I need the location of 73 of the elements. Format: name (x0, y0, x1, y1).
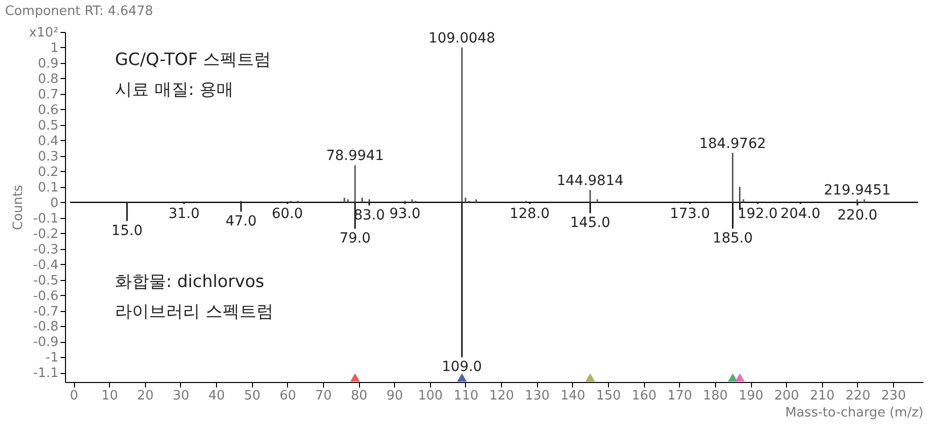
y-tick-label: x10² (29, 26, 58, 40)
x-tick-label: 210 (810, 388, 835, 404)
annotation: 109.0 (442, 359, 482, 376)
annotation: 173.0 (670, 206, 710, 222)
y-tick-label: -0.8 (33, 320, 58, 335)
annotation: 145.0 (570, 215, 610, 232)
annotation: 31.0 (168, 206, 200, 222)
y-tick-label: -0.5 (33, 273, 58, 288)
y-tick-label: 0.1 (38, 180, 58, 196)
y-tick-label: -1 (46, 350, 58, 366)
x-tick-label: 220 (846, 388, 870, 404)
y-tick-label: -0.1 (33, 211, 58, 226)
y-tick-label: 0.8 (38, 72, 58, 87)
x-tick-label: 230 (881, 388, 906, 404)
y-axis-title: Counts (11, 184, 26, 230)
annotation: 화합물: dichlorvos (115, 272, 264, 292)
annotation: 192.0 (738, 206, 778, 222)
annotation: 시료 매질: 용매 (115, 80, 234, 100)
x-tick-label: 170 (667, 388, 692, 404)
x-axis-title: Mass-to-charge (m/z) (785, 406, 924, 420)
annotation: 15.0 (111, 222, 143, 239)
x-tick-label: 180 (702, 388, 728, 404)
annotation: 109.0048 (428, 30, 496, 46)
y-tick-label: -0.3 (33, 242, 58, 258)
x-tick-label: 0 (70, 388, 78, 404)
x-tick-label: 150 (596, 388, 621, 404)
annotation: 128.0 (510, 206, 550, 222)
annotation: 60.0 (272, 206, 303, 222)
y-tick-label: -1.1 (33, 366, 58, 382)
y-tick-label: 0.2 (38, 164, 58, 180)
x-tick-label: 40 (208, 388, 225, 404)
x-tick-label: 80 (350, 388, 368, 404)
x-tick-label: 200 (774, 388, 800, 404)
y-tick-label: 0.5 (38, 118, 58, 134)
annotation: 185.0 (712, 230, 753, 247)
x-tick-label: 110 (454, 388, 478, 404)
x-tick-label: 140 (560, 388, 586, 404)
y-tick-label: -0.2 (33, 226, 58, 242)
annotation: 47.0 (225, 214, 257, 230)
annotation: 78.9941 (326, 148, 384, 164)
annotation: 라이브러리 스펙트럼 (115, 302, 274, 322)
x-tick-label: 10 (101, 388, 118, 404)
y-tick-label: 0.7 (38, 87, 58, 102)
chart-title: Component RT: 4.6478 (5, 4, 154, 19)
x-tick-label: 20 (137, 388, 154, 404)
y-tick-label: 0.9 (38, 56, 58, 72)
annotation: 184.9762 (699, 136, 766, 152)
annotation: 93.0 (389, 206, 421, 222)
annotation: 79.0 (339, 230, 371, 247)
x-tick-label: 100 (418, 388, 443, 404)
y-tick-label: 0 (50, 196, 58, 211)
x-tick-label: 120 (489, 388, 514, 404)
annotation: 144.9814 (556, 172, 624, 189)
annotation: 220.0 (837, 207, 878, 224)
x-tick-label: 30 (172, 388, 190, 404)
x-tick-label: 160 (632, 388, 657, 404)
y-tick-label: 1 (50, 40, 58, 56)
x-tick-label: 90 (386, 388, 404, 404)
y-tick-label: 0.4 (38, 134, 58, 149)
annotation: 204.0 (780, 206, 820, 222)
annotation: GC/Q-TOF 스펙트럼 (115, 50, 272, 70)
x-tick-label: 50 (244, 388, 260, 404)
y-tick-label: 0.6 (38, 102, 58, 118)
x-tick-label: 190 (738, 388, 764, 404)
x-tick-label: 60 (280, 388, 296, 404)
annotation: 219.9451 (824, 182, 891, 198)
y-tick-label: -0.7 (33, 304, 58, 320)
y-tick-label: -0.6 (33, 288, 58, 304)
x-tick-label: 70 (315, 388, 332, 404)
y-tick-label: -0.4 (33, 258, 58, 273)
y-tick-label: -0.9 (33, 335, 58, 350)
x-tick-label: 130 (524, 388, 550, 404)
y-tick-label: 0.3 (38, 149, 58, 164)
